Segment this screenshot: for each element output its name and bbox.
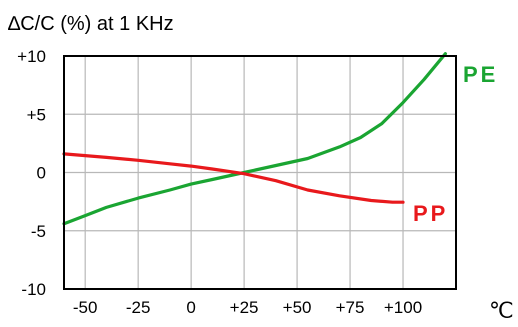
- data-point-pp: [137, 159, 139, 162]
- x-tick-label: +50: [283, 298, 312, 317]
- series-label-pe: PE: [463, 62, 498, 87]
- data-point-pe: [190, 183, 192, 185]
- grid: [64, 56, 456, 289]
- y-tick-label: +5: [27, 105, 46, 124]
- data-point-pp: [105, 156, 108, 159]
- data-point-pe: [275, 164, 277, 167]
- series-line-pp: [62, 152, 405, 204]
- x-unit-label: ℃: [489, 298, 514, 323]
- y-tick-label: +10: [17, 47, 46, 66]
- data-point-pe: [137, 197, 139, 199]
- x-tick-label: 0: [186, 298, 195, 317]
- data-point-pe: [84, 214, 86, 217]
- x-tick-label: +25: [230, 298, 259, 317]
- data-point-pe: [338, 146, 341, 148]
- data-point-pe: [211, 178, 214, 181]
- series-lines: [62, 52, 447, 226]
- plot-frame: [63, 55, 457, 290]
- data-point-pp: [84, 154, 86, 157]
- data-point-pe: [444, 52, 447, 55]
- data-point-pp: [306, 189, 309, 191]
- data-point-pe: [359, 136, 362, 139]
- data-point-pe: [105, 206, 108, 209]
- data-point-pe: [423, 78, 426, 81]
- data-point-pp: [243, 172, 245, 175]
- data-point-pp: [275, 179, 277, 182]
- data-point-pp: [190, 165, 192, 167]
- data-point-pe: [402, 101, 404, 104]
- x-tick-label: -25: [126, 298, 151, 317]
- data-point-pp: [391, 201, 394, 204]
- series-label-pp: PP: [413, 201, 448, 226]
- x-tick-label: +75: [336, 298, 365, 317]
- y-axis: +10 +5 0 -5 -10: [17, 47, 46, 299]
- series-labels: PE PP: [413, 62, 498, 226]
- data-point-pe: [306, 157, 309, 160]
- chart-title: ∆C/C (%) at 1 KHz: [8, 13, 174, 35]
- series-line-pe: [62, 52, 447, 226]
- data-point-pp: [402, 201, 404, 204]
- data-point-pe: [381, 122, 383, 125]
- data-point-pp: [370, 199, 373, 202]
- x-tick-label: -50: [73, 298, 98, 317]
- data-point-pe: [169, 189, 171, 191]
- data-point-pp: [169, 162, 171, 165]
- data-point-pp: [338, 195, 341, 197]
- data-point-pp: [211, 168, 214, 170]
- x-tick-label: +100: [384, 298, 422, 317]
- x-axis: -50 -25 0 +25 +50 +75 +100: [73, 298, 422, 317]
- y-tick-label: -10: [21, 280, 46, 299]
- y-tick-label: -5: [31, 222, 46, 241]
- y-tick-label: 0: [37, 164, 46, 183]
